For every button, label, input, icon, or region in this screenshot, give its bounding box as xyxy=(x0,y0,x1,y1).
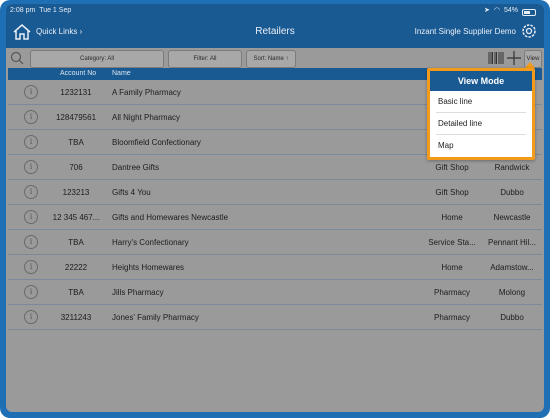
table-row[interactable]: i 128479561 All Night Pharmacy xyxy=(8,105,542,130)
retailer-name: All Night Pharmacy xyxy=(112,113,181,122)
retailer-name: Bloomfield Confectionary xyxy=(112,138,201,147)
account-number: 128479561 xyxy=(55,113,97,122)
retailer-town: Dubbo xyxy=(500,188,524,197)
retailer-name: Gifts 4 You xyxy=(112,188,151,197)
retailer-name: Jills Pharmacy xyxy=(112,288,164,297)
retailer-name: Heights Homewares xyxy=(112,263,185,272)
info-icon[interactable]: i xyxy=(24,260,38,274)
table-row[interactable]: i 123213 Gifts 4 You Gift Shop Dubbo xyxy=(8,180,542,205)
info-icon[interactable]: i xyxy=(24,310,38,324)
category-filter-button[interactable]: Category: All xyxy=(30,50,164,68)
location-icon: ➤ xyxy=(484,7,490,14)
column-header-name: Name xyxy=(112,70,131,77)
retailer-name: Gifts and Homewares Newcastle xyxy=(112,213,229,222)
info-icon[interactable]: i xyxy=(24,160,38,174)
retailer-town: Adamstow... xyxy=(490,263,534,272)
info-icon[interactable]: i xyxy=(24,85,38,99)
retailer-town: Dubbo xyxy=(500,313,524,322)
retailer-category: Gift Shop xyxy=(435,188,469,197)
table-row[interactable]: i TBA Harry's Confectionary Service Sta.… xyxy=(8,230,542,255)
account-number: 22222 xyxy=(64,263,88,272)
retailer-list: i 1232131 A Family Pharmacy i 128479561 … xyxy=(8,80,542,330)
sort-button[interactable]: Sort: Name ↑ xyxy=(246,50,296,68)
view-mode-popover: View Mode Basic line Detailed line Map xyxy=(427,68,535,160)
column-header-account: Account No xyxy=(60,70,97,77)
retailer-category: Gift Shop xyxy=(435,163,469,172)
battery-percent: 54% xyxy=(503,7,518,14)
page-title: Retailers xyxy=(255,26,295,37)
table-row[interactable]: i 706 Dantree Gifts Gift Shop Randwick xyxy=(8,155,542,180)
account-number: 1232131 xyxy=(60,88,92,97)
filter-button[interactable]: Filter: All xyxy=(168,50,242,68)
retailer-name: A Family Pharmacy xyxy=(112,88,181,97)
gear-icon[interactable] xyxy=(520,22,538,40)
account-number: TBA xyxy=(68,138,84,147)
view-mode-option-detailed-line[interactable]: Detailed line xyxy=(436,113,526,135)
table-row[interactable]: i TBA Bloomfield Confectionary xyxy=(8,130,542,155)
retailer-category: Pharmacy xyxy=(433,288,470,297)
retailer-town: Pennant Hil... xyxy=(487,238,537,247)
retailer-name: Dantree Gifts xyxy=(112,163,160,172)
table-row[interactable]: i TBA Jills Pharmacy Pharmacy Molong xyxy=(8,280,542,305)
quick-links-button[interactable]: Quick Links › xyxy=(36,27,83,36)
search-icon[interactable] xyxy=(10,51,24,65)
info-icon[interactable]: i xyxy=(24,235,38,249)
add-icon[interactable] xyxy=(506,50,522,66)
table-header: Account No Name xyxy=(8,68,542,80)
info-icon[interactable]: i xyxy=(24,135,38,149)
retailer-category: Pharmacy xyxy=(433,313,470,322)
table-row[interactable]: i 3211243 Jones' Family Pharmacy Pharmac… xyxy=(8,305,542,330)
table-row[interactable]: i 12 345 467... Gifts and Homewares Newc… xyxy=(8,205,542,230)
retailer-name: Jones' Family Pharmacy xyxy=(112,313,199,322)
screen: 2:08 pm Tue 1 Sep ➤ ◠ 54% Quick Links › … xyxy=(6,4,544,412)
popover-arrow xyxy=(525,62,535,68)
battery-icon xyxy=(522,8,536,16)
account-number: TBA xyxy=(68,238,84,247)
barcode-icon[interactable] xyxy=(488,51,504,65)
retailer-town: Randwick xyxy=(494,163,530,172)
status-time: 2:08 pm Tue 1 Sep xyxy=(10,7,72,14)
account-number: 3211243 xyxy=(60,313,92,322)
company-name: Inzant Single Supplier Demo xyxy=(414,27,516,36)
account-number: 123213 xyxy=(62,188,90,197)
account-number: 12 345 467... xyxy=(52,213,100,222)
retailer-category: Home xyxy=(441,213,463,222)
info-icon[interactable]: i xyxy=(24,210,38,224)
info-icon[interactable]: i xyxy=(24,285,38,299)
view-mode-option-map[interactable]: Map xyxy=(438,141,454,150)
status-bar: 2:08 pm Tue 1 Sep ➤ ◠ 54% xyxy=(6,4,544,18)
retailer-town: Molong xyxy=(498,288,526,297)
retailer-name: Harry's Confectionary xyxy=(112,238,189,247)
retailer-category: Home xyxy=(441,263,463,272)
table-row[interactable]: i 22222 Heights Homewares Home Adamstow.… xyxy=(8,255,542,280)
status-right: ➤ ◠ 54% xyxy=(484,4,536,18)
toolbar: Category: All Filter: All Sort: Name ↑ V… xyxy=(6,48,544,70)
retailer-category: Service Sta... xyxy=(428,238,476,247)
info-icon[interactable]: i xyxy=(24,110,38,124)
table-row[interactable]: i 1232131 A Family Pharmacy xyxy=(8,80,542,105)
popover-title: View Mode xyxy=(430,71,532,91)
info-icon[interactable]: i xyxy=(24,185,38,199)
view-mode-option-basic-line[interactable]: Basic line xyxy=(436,91,526,113)
nav-bar: Quick Links › Retailers Inzant Single Su… xyxy=(6,18,544,48)
account-number: TBA xyxy=(68,288,84,297)
home-icon[interactable] xyxy=(12,22,32,42)
retailer-town: Newcastle xyxy=(493,213,531,222)
wifi-icon: ◠ xyxy=(493,7,500,14)
account-number: 706 xyxy=(69,163,83,172)
